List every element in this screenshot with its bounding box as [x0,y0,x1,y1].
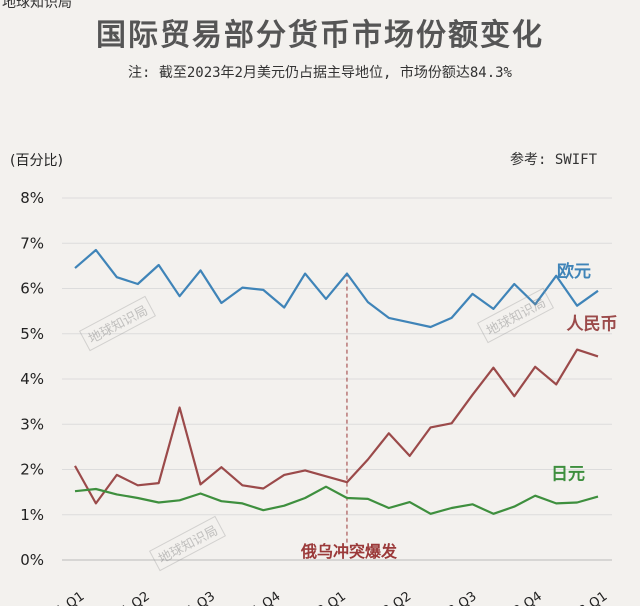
x-tick-label: 2021 Q2 [98,589,152,606]
x-tick-label: 2021 Q3 [164,589,218,606]
x-tick-label: 2023 Q1 [556,589,610,606]
x-tick-label: 2022 Q4 [491,589,545,606]
x-tick-label: 2022 Q3 [425,589,479,606]
x-tick-label: 2022 Q2 [360,589,414,606]
annotation-group: 俄乌冲突爆发 [300,272,398,561]
y-tick-label: 7% [20,234,44,252]
top-source-text: 地球知识局 [2,0,72,11]
x-tick-label: 2021 Q1 [33,589,87,606]
series-line [74,485,599,515]
y-tick-label: 3% [20,415,44,433]
series-lines [74,248,599,515]
y-tick-label: 4% [20,370,44,388]
y-tick-label: 5% [20,325,44,343]
y-tick-label: 6% [20,280,44,298]
series-line [74,348,599,505]
series-line [74,248,599,329]
y-tick-label: 8% [20,189,44,207]
grid-lines [62,197,612,561]
x-tick-label: 2021 Q4 [229,589,283,606]
series-label: 日元 [551,465,585,485]
y-tick-label: 2% [20,461,44,479]
y-tick-label: 1% [20,506,44,524]
y-tick-label: 0% [20,551,44,569]
event-annotation-label: 俄乌冲突爆发 [300,542,398,561]
source-label: 参考: SWIFT [510,152,598,168]
x-axis-labels: 2021 Q1 2021 Q2 2021 Q3 2021 Q4 2022 Q1 2022 … [33,589,610,606]
series-label: 欧元 [557,261,591,282]
series-label: 人民币 [567,314,618,334]
unit-label: (百分比) [10,153,63,169]
chart-subtitle: 注: 截至2023年2月美元仍占据主导地位, 市场份额达84.3% [127,65,512,81]
y-axis-labels: 0% 1% 2% 3% 4% 5% 6% 7% 8% [20,189,44,569]
x-tick-label: 2022 Q1 [295,589,349,606]
chart-title: 国际贸易部分货币市场份额变化 [96,18,544,53]
